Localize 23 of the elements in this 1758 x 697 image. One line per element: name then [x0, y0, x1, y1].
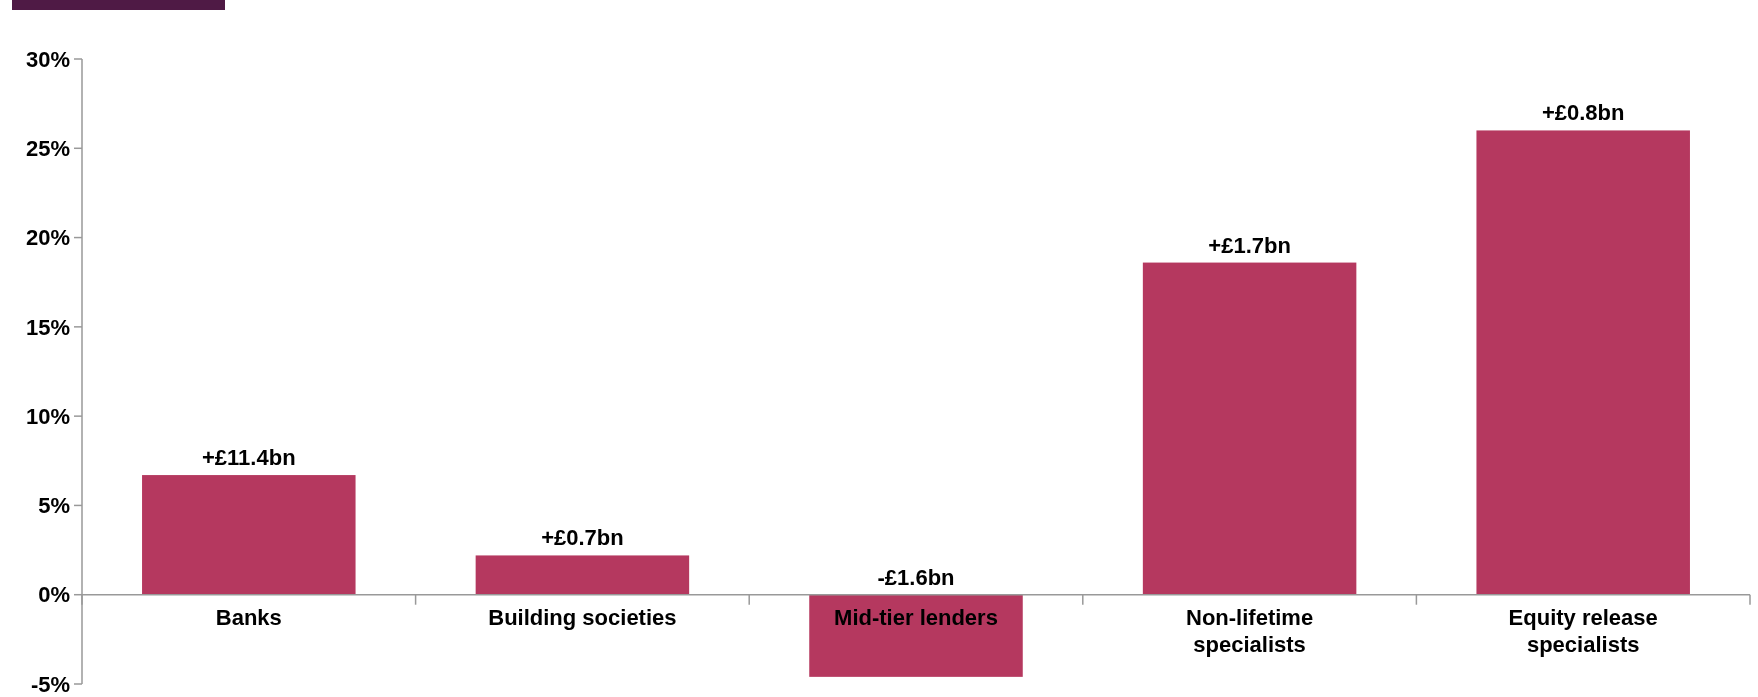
x-tick-label: Equity release specialists [1508, 604, 1658, 657]
bar [1142, 262, 1357, 595]
y-tick-label: 20% [25, 225, 70, 251]
bar [475, 555, 690, 595]
bar [1476, 130, 1690, 595]
y-tick-label: 25% [25, 135, 70, 161]
x-tick-label: Banks [215, 604, 282, 630]
y-tick-label: 5% [38, 493, 70, 519]
x-tick-label: Mid-tier lenders [834, 604, 998, 630]
x-tick-label: Non-lifetime specialists [1186, 604, 1314, 657]
y-tick-label: 30% [25, 46, 70, 72]
bar [809, 594, 1023, 677]
annotation: +£0.8bn [1541, 100, 1625, 126]
y-tick-label: 0% [38, 582, 70, 608]
bar [142, 475, 356, 595]
annotation: +£11.4bn [202, 445, 296, 471]
annotation: +£1.7bn [1208, 232, 1291, 258]
y-tick-label: 10% [25, 403, 70, 429]
annotation: -£1.6bn [877, 564, 955, 590]
annotation: +£0.7bn [541, 525, 624, 551]
y-tick-label: -5% [30, 671, 70, 697]
x-tick-label: Building societies [488, 604, 677, 630]
y-tick-label: 15% [25, 314, 70, 340]
